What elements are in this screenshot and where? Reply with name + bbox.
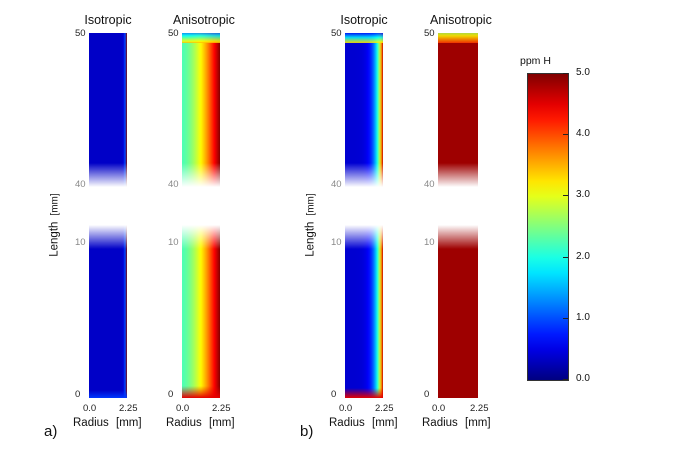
length-tick-label: 50: [424, 28, 435, 39]
length-axis-label: Length [mm]: [48, 167, 61, 257]
length-axis-title: Length: [48, 221, 61, 257]
radius-tick-label: 2.25: [375, 403, 394, 414]
colorbar-tick-label: 0.0: [576, 373, 590, 384]
panel-bottom-edge: [89, 390, 127, 398]
colorbar-tick: [563, 134, 568, 136]
length-tick-label: 40: [75, 179, 86, 190]
panel-a-anisotropic: [182, 33, 220, 398]
axis-break-fade: [345, 163, 383, 249]
colorbar-tick-label: 2.0: [576, 250, 590, 262]
radius-tick-label: 0.0: [339, 403, 353, 414]
panel-title: Isotropic: [340, 13, 388, 27]
colorbar-tick-label: 5.0: [576, 67, 590, 78]
radius-axis-unit: [mm]: [205, 417, 235, 429]
radius-axis-label: Radius [mm]: [329, 417, 398, 430]
panel-b-isotropic: [345, 33, 383, 398]
length-tick-label: 40: [331, 179, 342, 190]
radius-tick-label: 2.25: [119, 403, 138, 414]
axis-break-fade: [438, 163, 478, 249]
axis-break-fade: [182, 163, 220, 249]
radius-axis-title: Radius: [422, 417, 458, 429]
panel-title: Isotropic: [84, 13, 132, 27]
length-tick-label: 10: [168, 237, 179, 248]
radius-axis-title: Radius: [166, 417, 202, 429]
panel-bottom-edge: [182, 386, 220, 398]
length-tick-label: 10: [424, 237, 435, 248]
length-tick-label: 50: [75, 28, 86, 39]
radius-tick-label: 0.0: [83, 403, 97, 414]
colorbar-tick-label: 1.0: [576, 311, 590, 323]
colorbar: [527, 73, 569, 381]
panel-title: Anisotropic: [430, 13, 492, 27]
panel-b-anisotropic: [438, 33, 478, 398]
radius-axis-title: Radius: [329, 417, 365, 429]
length-tick-label: 0: [424, 389, 430, 400]
radius-axis-unit: [mm]: [112, 417, 142, 429]
radius-axis-label: Radius [mm]: [422, 417, 491, 430]
length-axis-unit: [mm]: [305, 193, 317, 216]
colorbar-tick: [563, 73, 568, 74]
panel-title: Anisotropic: [173, 13, 235, 27]
colorbar-tick: [563, 256, 568, 258]
length-tick-label: 40: [168, 179, 179, 190]
panel-top-edge: [345, 33, 383, 43]
radius-tick-label: 2.25: [470, 403, 489, 414]
colorbar-tick: [563, 379, 568, 380]
radius-axis-label: Radius [mm]: [73, 417, 142, 430]
length-tick-label: 50: [168, 28, 179, 39]
radius-axis-unit: [mm]: [368, 417, 398, 429]
length-tick-label: 10: [331, 237, 342, 248]
panel-a-isotropic: [89, 33, 127, 398]
length-tick-label: 10: [75, 237, 86, 248]
length-axis-unit: [mm]: [49, 193, 61, 216]
group-label-a: a): [44, 423, 58, 440]
radius-tick-label: 0.0: [176, 403, 190, 414]
group-label-b: b): [300, 423, 314, 440]
length-tick-label: 50: [331, 28, 342, 39]
length-tick-label: 0: [331, 389, 337, 400]
length-tick-label: 0: [168, 389, 174, 400]
radius-tick-label: 0.0: [432, 403, 446, 414]
panel-top-edge: [182, 33, 220, 43]
colorbar-tick: [563, 195, 568, 197]
colorbar-tick: [563, 317, 568, 319]
axis-break-fade: [89, 163, 127, 249]
radius-axis-unit: [mm]: [461, 417, 491, 429]
colorbar-title: ppm H: [520, 55, 551, 67]
length-axis-label: Length [mm]: [304, 167, 317, 257]
radius-axis-title: Radius: [73, 417, 109, 429]
panel-bottom-edge: [345, 388, 383, 398]
length-tick-label: 0: [75, 389, 81, 400]
radius-axis-label: Radius [mm]: [166, 417, 235, 430]
radius-tick-label: 2.25: [212, 403, 231, 414]
length-axis-title: Length: [304, 221, 317, 257]
colorbar-tick-label: 4.0: [576, 128, 590, 140]
colorbar-tick-label: 3.0: [576, 189, 590, 201]
panel-top-edge: [438, 33, 478, 43]
length-tick-label: 40: [424, 179, 435, 190]
